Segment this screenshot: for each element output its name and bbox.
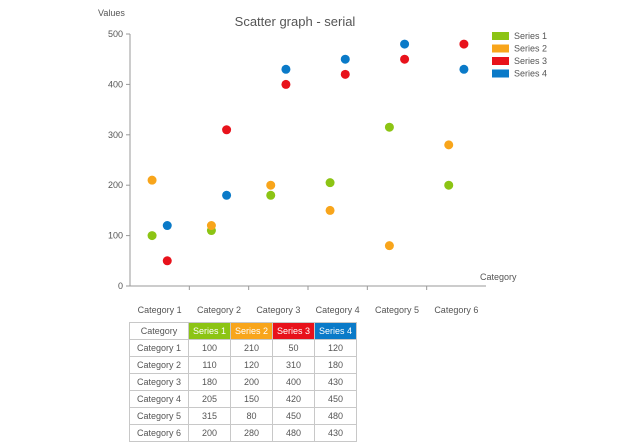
table-header-series: Series 2 [230, 322, 273, 340]
table-header-category: Category [129, 322, 189, 340]
data-point-series-1 [325, 178, 335, 188]
legend-swatch [492, 32, 509, 40]
table-cell-value: 430 [314, 424, 357, 442]
table-header-row: Category Series 1 Series 2 Series 3 Series … [129, 322, 357, 340]
table-row: Category 6 200 280 480 430 [129, 424, 357, 442]
table-cell-value: 420 [272, 390, 315, 408]
x-tick-label: Category 6 [434, 305, 478, 315]
legend-swatch [492, 69, 509, 78]
y-tick-label: 0 [118, 281, 123, 291]
legend-label: Series 3 [514, 56, 547, 66]
data-point-series-3 [340, 69, 350, 79]
data-point-series-4 [222, 190, 232, 200]
data-point-series-1 [147, 231, 157, 241]
table-cell-category: Category 2 [129, 356, 189, 374]
x-tick-label: Category 3 [256, 305, 300, 315]
data-point-series-4 [400, 39, 410, 49]
chart-title: Scatter graph - serial [235, 14, 356, 29]
table-cell-value: 450 [272, 407, 315, 425]
table-cell-value: 200 [188, 424, 231, 442]
data-point-series-3 [222, 125, 232, 135]
legend: Series 1 Series 2 Series 3 Series 4 [492, 31, 547, 79]
x-axis-ticks: Category 1 Category 2 Category 3 Category 4… [138, 286, 478, 315]
table-cell-value: 120 [314, 339, 357, 357]
legend-label: Series 2 [514, 44, 547, 54]
data-point-series-1 [444, 180, 454, 190]
y-tick-label: 400 [108, 79, 123, 89]
table-cell-value: 100 [188, 339, 231, 357]
data-point-series-2 [325, 205, 335, 215]
table-header-series: Series 4 [314, 322, 357, 340]
x-tick-label: Category 1 [138, 305, 182, 315]
data-point-series-2 [444, 140, 454, 150]
table-cell-value: 50 [272, 339, 315, 357]
table-cell-value: 450 [314, 390, 357, 408]
table-row: Category 5 315 80 450 480 [129, 407, 357, 425]
table-cell-category: Category 6 [129, 424, 189, 442]
data-point-series-3 [281, 79, 291, 89]
table-row: Category 2 110 120 310 180 [129, 356, 357, 374]
legend-label: Series 4 [514, 69, 547, 79]
y-axis-ticks: 0 100 200 300 400 500 [108, 29, 130, 291]
table-cell-value: 280 [230, 424, 273, 442]
data-point-series-2 [147, 175, 157, 185]
data-point-series-1 [384, 122, 394, 132]
data-point-series-4 [459, 64, 469, 74]
table-cell-value: 315 [188, 407, 231, 425]
data-point-series-3 [162, 256, 172, 266]
x-tick-label: Category 2 [197, 305, 241, 315]
table-cell-value: 180 [314, 356, 357, 374]
table-cell-category: Category 1 [129, 339, 189, 357]
table-cell-value: 400 [272, 373, 315, 391]
data-point-series-2 [206, 221, 216, 231]
data-point-series-4 [162, 221, 172, 231]
scatter-chart: Scatter graph - serial Values Category 0… [98, 8, 547, 315]
y-tick-label: 100 [108, 231, 123, 241]
data-table: Category Series 1 Series 2 Series 3 Series … [129, 322, 357, 442]
table-row: Category 3 180 200 400 430 [129, 373, 357, 391]
y-tick-label: 200 [108, 180, 123, 190]
table-cell-value: 80 [230, 407, 273, 425]
legend-swatch [492, 44, 509, 53]
table-row: Category 4 205 150 420 450 [129, 390, 357, 408]
data-point-series-4 [340, 54, 350, 64]
data-point-series-3 [459, 39, 469, 49]
legend-label: Series 1 [514, 31, 547, 41]
table-body: Category 1 100 210 50 120 Category 2 110 120 310… [129, 339, 357, 442]
table-cell-value: 120 [230, 356, 273, 374]
x-tick-label: Category 4 [316, 305, 360, 315]
table-cell-value: 310 [272, 356, 315, 374]
table-row: Category 1 100 210 50 120 [129, 339, 357, 357]
table-header-series: Series 1 [188, 322, 231, 340]
table-cell-category: Category 3 [129, 373, 189, 391]
x-axis-label: Category [480, 272, 517, 282]
table-cell-value: 480 [272, 424, 315, 442]
table-cell-category: Category 5 [129, 407, 189, 425]
table-cell-category: Category 4 [129, 390, 189, 408]
data-point-series-4 [281, 64, 291, 74]
data-point-series-2 [266, 180, 276, 190]
y-tick-label: 500 [108, 29, 123, 39]
table-cell-value: 150 [230, 390, 273, 408]
table-cell-value: 200 [230, 373, 273, 391]
y-tick-label: 300 [108, 130, 123, 140]
x-tick-label: Category 5 [375, 305, 419, 315]
table-cell-value: 205 [188, 390, 231, 408]
table-cell-value: 180 [188, 373, 231, 391]
table-cell-value: 110 [188, 356, 231, 374]
y-axis-label: Values [98, 8, 125, 18]
table-cell-value: 210 [230, 339, 273, 357]
table-header-series: Series 3 [272, 322, 315, 340]
legend-swatch [492, 57, 509, 65]
table-cell-value: 480 [314, 407, 357, 425]
data-point-series-1 [266, 190, 276, 200]
data-points [147, 39, 469, 266]
data-point-series-3 [400, 54, 410, 64]
table-cell-value: 430 [314, 373, 357, 391]
data-point-series-2 [384, 241, 394, 251]
